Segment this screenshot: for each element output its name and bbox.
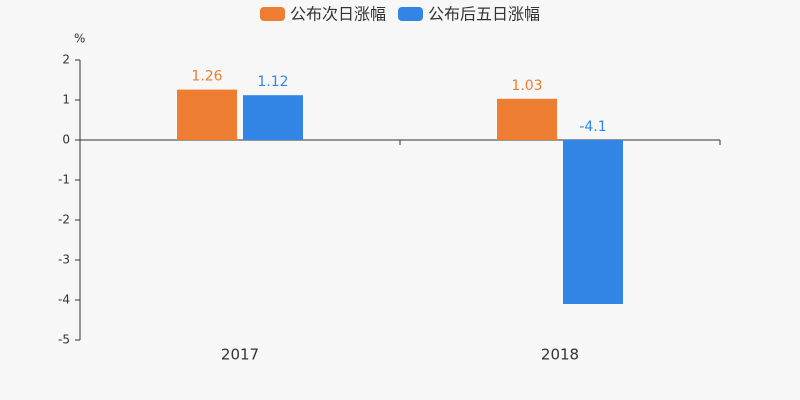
y-axis-label: % [74,32,85,46]
y-tick-label: -2 [58,213,70,227]
y-tick-label: 1 [62,93,70,107]
y-tick-label: -3 [58,253,70,267]
value-label: 1.26 [191,69,222,85]
x-tick-label: 2018 [541,346,579,364]
x-tick-label: 2017 [221,346,259,364]
bar [177,89,237,140]
y-tick-label: -1 [58,173,70,187]
bar [243,95,303,140]
legend-swatch [398,7,423,21]
y-tick-label: 2 [62,53,70,67]
bar [497,98,557,140]
legend-swatch [259,7,285,21]
value-label: -4.1 [579,119,606,135]
bar [563,140,623,304]
y-tick-label: 0 [62,133,70,147]
legend: 公布次日涨幅 公布后五日涨幅 [259,5,540,24]
legend-label: 公布次日涨幅 [290,5,386,24]
value-label: 1.03 [511,78,542,94]
y-tick-label: -4 [58,293,70,307]
y-tick-label: -5 [58,333,70,347]
value-label: 1.12 [257,74,288,90]
legend-label: 公布后五日涨幅 [428,5,540,24]
